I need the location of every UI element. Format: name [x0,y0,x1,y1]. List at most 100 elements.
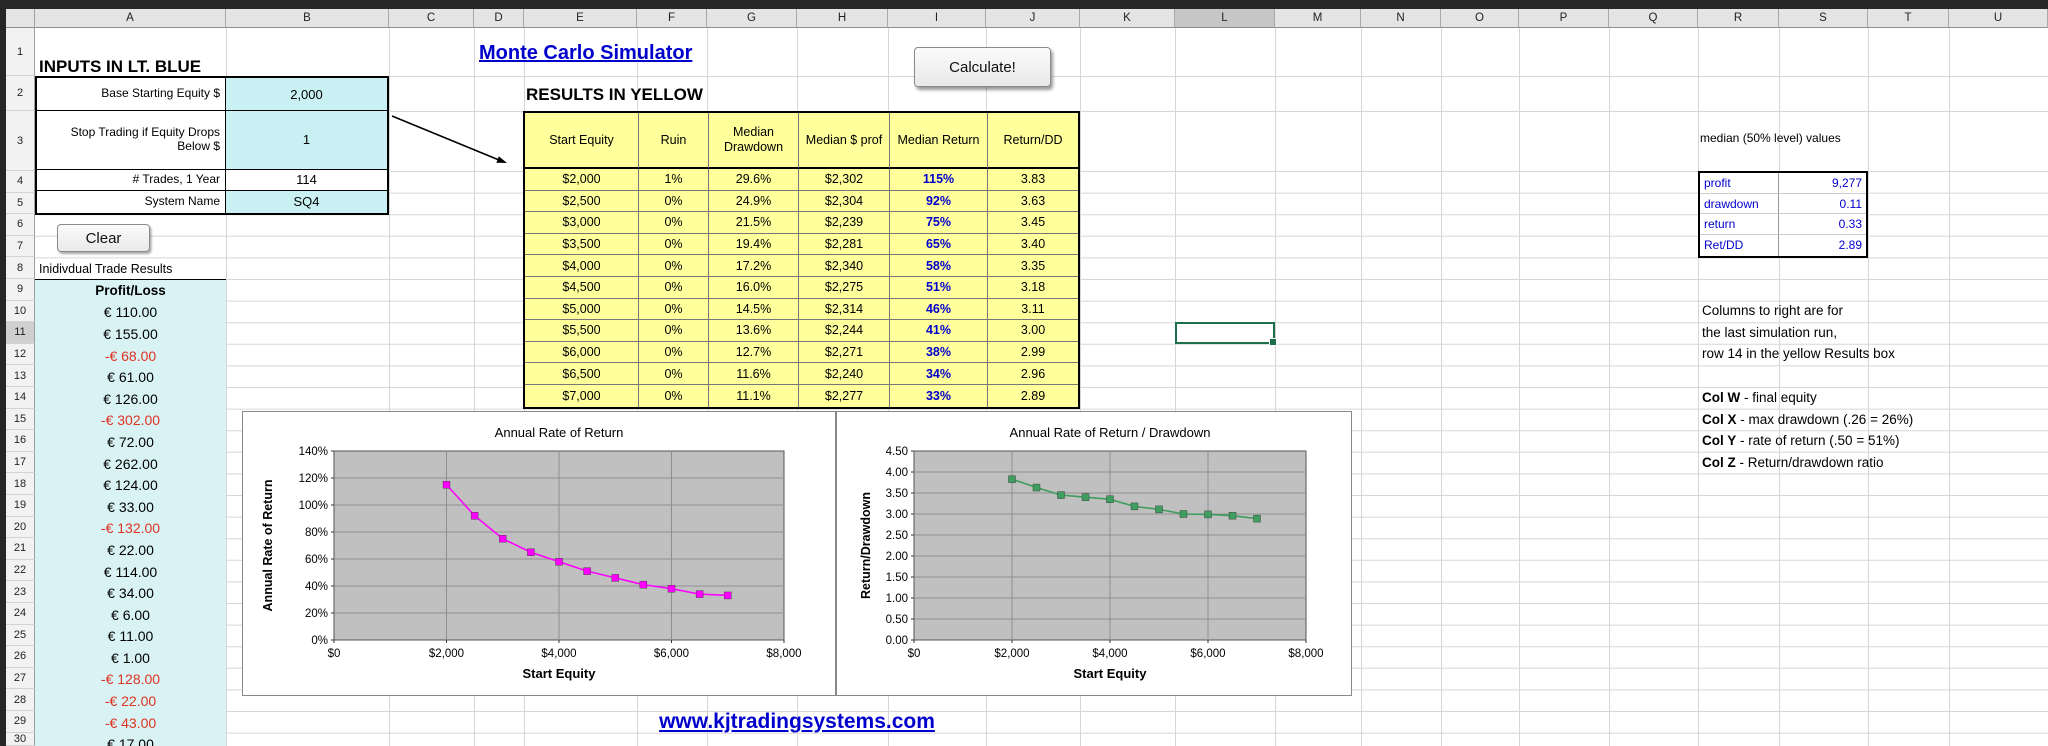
results-cell[interactable]: $3,500 [525,234,638,256]
trade-value[interactable]: € 124.00 [103,477,158,494]
results-cell[interactable]: 17.2% [708,255,798,277]
row-header-27[interactable]: 27 [6,667,35,690]
results-cell[interactable]: 16.0% [708,276,798,299]
trade-value[interactable]: -€ 68.00 [104,347,157,364]
chart-return-drawdown[interactable]: 0.00 0.50 1.00 1.50 2.00 2.50 3.00 3.50 4.00 4.50… [836,411,1352,696]
results-cell[interactable]: 3.63 [987,190,1078,213]
trade-value[interactable]: € 61.00 [107,369,154,386]
selected-cell-L11[interactable] [1175,322,1277,346]
results-cell[interactable]: $3,000 [525,212,638,234]
trade-value[interactable]: € 34.00 [107,585,154,602]
column-header-A[interactable]: A [35,9,226,28]
results-cell[interactable]: 3.11 [987,298,1078,321]
row-header-22[interactable]: 22 [6,559,35,582]
column-header-T[interactable]: T [1868,9,1949,28]
results-cell[interactable]: 0% [638,363,708,385]
results-cell[interactable]: 0% [638,255,708,277]
results-cell[interactable]: 0% [638,276,708,299]
row-header-28[interactable]: 28 [6,689,35,711]
results-cell[interactable]: 75% [889,212,987,234]
column-header-E[interactable]: E [524,9,637,28]
results-cell[interactable]: $2,500 [525,191,638,213]
row-header-23[interactable]: 23 [6,581,35,603]
column-header-H[interactable]: H [797,9,888,28]
results-cell[interactable]: 34% [889,363,987,385]
results-cell[interactable]: $2,302 [798,169,889,191]
results-header-cell[interactable]: Median Return [889,113,987,169]
row-header-30[interactable]: 30 [6,732,35,746]
results-cell[interactable]: $5,500 [525,320,638,342]
input-value-2[interactable]: 1 [226,111,387,170]
row-header-8[interactable]: 8 [6,257,35,279]
median-label[interactable]: drawdown [1700,193,1779,215]
column-header-S[interactable]: S [1779,9,1868,28]
median-value[interactable]: 9,277 [1779,173,1866,194]
results-cell[interactable]: 2.89 [987,384,1078,407]
results-cell[interactable]: 0% [638,384,708,407]
input-value-1[interactable]: 2,000 [226,78,387,111]
row-header-20[interactable]: 20 [6,516,35,539]
results-cell[interactable]: 1% [638,169,708,191]
results-cell[interactable]: 3.45 [987,212,1078,234]
median-value[interactable]: 0.11 [1779,194,1866,215]
input-value-3[interactable]: 114 [226,169,387,192]
results-cell[interactable]: $6,500 [525,363,638,385]
row-header-11[interactable]: 11 [6,322,35,344]
column-header-C[interactable]: C [389,9,474,28]
results-cell[interactable]: 3.83 [987,169,1078,191]
results-cell[interactable]: 0% [638,233,708,256]
row-header-17[interactable]: 17 [6,451,35,474]
results-cell[interactable]: 2.96 [987,363,1078,385]
row-header-15[interactable]: 15 [6,408,35,431]
results-cell[interactable]: 51% [889,276,987,299]
results-cell[interactable]: 12.7% [708,341,798,364]
results-cell[interactable]: 58% [889,255,987,277]
column-header-M[interactable]: M [1275,9,1361,28]
results-cell[interactable]: 0% [638,341,708,364]
row-header-4[interactable]: 4 [6,171,35,193]
column-header-B[interactable]: B [226,9,389,28]
results-cell[interactable]: $2,240 [798,363,889,385]
column-header-J[interactable]: J [986,9,1080,28]
results-cell[interactable]: 3.18 [987,276,1078,299]
row-header-18[interactable]: 18 [6,473,35,495]
column-header-O[interactable]: O [1441,9,1519,28]
results-cell[interactable]: 92% [889,190,987,213]
trade-value[interactable]: € 155.00 [103,325,158,342]
row-header-16[interactable]: 16 [6,430,35,452]
results-header-cell[interactable]: Median $ prof [798,113,889,169]
trade-value[interactable]: € 114.00 [103,563,158,580]
results-cell[interactable]: 11.1% [708,384,798,407]
results-cell[interactable]: 2.99 [987,341,1078,364]
results-cell[interactable]: $2,244 [798,320,889,342]
column-header-U[interactable]: U [1949,9,2048,28]
trade-value[interactable]: -€ 302.00 [100,412,161,429]
column-header-L[interactable]: L [1175,9,1275,28]
footer-link[interactable]: www.kjtradingsystems.com [659,710,935,733]
column-header-I[interactable]: I [888,9,986,28]
trade-value[interactable]: € 126.00 [103,390,158,407]
row-header-3[interactable]: 3 [6,111,35,171]
trade-value[interactable]: -€ 132.00 [100,520,161,537]
clear-button[interactable]: Clear [57,224,150,252]
row-header-25[interactable]: 25 [6,624,35,647]
column-header-N[interactable]: N [1361,9,1441,28]
results-cell[interactable]: 14.5% [708,298,798,321]
column-header-D[interactable]: D [474,9,524,28]
row-header-2[interactable]: 2 [6,76,35,111]
median-label[interactable]: profit [1700,173,1779,194]
results-cell[interactable]: $7,000 [562,388,601,403]
results-cell[interactable]: 0% [638,190,708,213]
median-value[interactable]: 0.33 [1779,214,1866,236]
input-value-4[interactable]: SQ4 [226,191,387,213]
results-cell[interactable]: 65% [889,233,987,256]
results-cell[interactable]: $2,314 [798,298,889,321]
results-cell[interactable]: $2,340 [798,255,889,277]
row-header-7[interactable]: 7 [6,235,35,258]
trade-value[interactable]: € 110.00 [103,304,158,321]
row-header-1[interactable]: 1 [6,28,35,76]
median-value[interactable]: 2.89 [1838,238,1862,253]
results-cell[interactable]: $4,000 [525,255,638,277]
row-header-29[interactable]: 29 [6,711,35,733]
results-cell[interactable]: 46% [889,298,987,321]
